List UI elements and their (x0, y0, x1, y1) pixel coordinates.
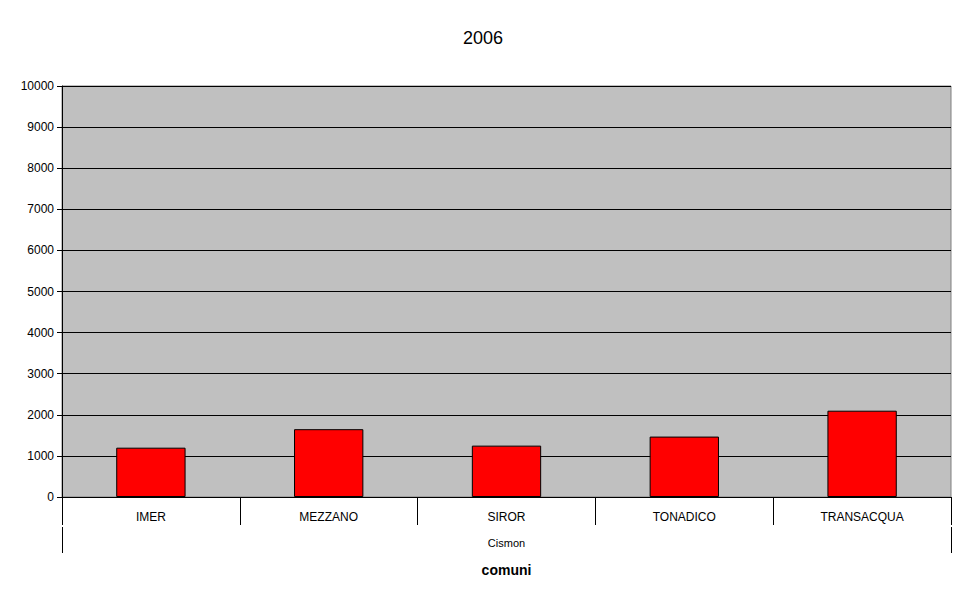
svg-text:3000: 3000 (27, 367, 54, 381)
svg-text:MEZZANO: MEZZANO (299, 510, 358, 524)
svg-text:4000: 4000 (27, 326, 54, 340)
svg-text:1000: 1000 (27, 449, 54, 463)
svg-text:IMER: IMER (136, 510, 166, 524)
svg-text:6000: 6000 (27, 243, 54, 257)
svg-text:0: 0 (47, 490, 54, 504)
svg-text:2000: 2000 (27, 408, 54, 422)
svg-text:5000: 5000 (27, 285, 54, 299)
svg-text:TONADICO: TONADICO (653, 510, 716, 524)
svg-text:7000: 7000 (27, 202, 54, 216)
svg-text:Cismon: Cismon (488, 537, 525, 549)
svg-text:10000: 10000 (21, 79, 55, 93)
svg-text:SIROR: SIROR (487, 510, 525, 524)
svg-text:8000: 8000 (27, 161, 54, 175)
svg-text:2006: 2006 (463, 28, 503, 48)
svg-text:9000: 9000 (27, 120, 54, 134)
svg-text:comuni: comuni (482, 562, 532, 578)
svg-text:TRANSACQUA: TRANSACQUA (820, 510, 903, 524)
